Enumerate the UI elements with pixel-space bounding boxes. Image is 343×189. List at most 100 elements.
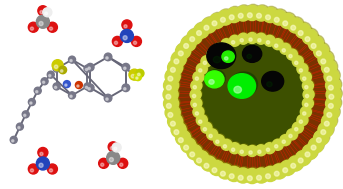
Circle shape	[274, 17, 279, 22]
Circle shape	[195, 112, 199, 115]
Circle shape	[323, 113, 338, 128]
Circle shape	[49, 169, 52, 172]
Circle shape	[181, 138, 196, 153]
Circle shape	[168, 60, 183, 75]
Circle shape	[136, 77, 138, 79]
Circle shape	[222, 139, 233, 149]
Circle shape	[123, 67, 126, 70]
Circle shape	[311, 145, 316, 150]
Circle shape	[163, 87, 178, 102]
Circle shape	[221, 139, 232, 150]
Circle shape	[193, 86, 197, 89]
Circle shape	[208, 48, 218, 59]
Circle shape	[273, 139, 284, 149]
Circle shape	[70, 60, 72, 62]
Ellipse shape	[262, 71, 284, 91]
Circle shape	[218, 10, 233, 25]
Circle shape	[208, 128, 218, 139]
Circle shape	[212, 168, 217, 173]
Circle shape	[193, 36, 311, 153]
Circle shape	[212, 21, 217, 26]
Circle shape	[59, 66, 67, 74]
Circle shape	[202, 17, 217, 32]
Circle shape	[273, 163, 288, 178]
Circle shape	[247, 32, 258, 43]
Circle shape	[193, 103, 197, 107]
Circle shape	[30, 169, 34, 172]
Circle shape	[232, 148, 235, 151]
Circle shape	[106, 98, 108, 100]
Circle shape	[195, 77, 199, 80]
Circle shape	[129, 69, 140, 80]
Circle shape	[305, 37, 310, 42]
Circle shape	[40, 11, 43, 14]
Circle shape	[303, 80, 314, 91]
Circle shape	[169, 113, 184, 128]
Circle shape	[210, 12, 225, 27]
Circle shape	[232, 41, 235, 44]
Circle shape	[289, 155, 304, 170]
Circle shape	[28, 164, 38, 174]
Circle shape	[86, 84, 94, 92]
Circle shape	[166, 103, 171, 108]
Circle shape	[65, 84, 67, 86]
Circle shape	[124, 25, 127, 28]
Circle shape	[300, 106, 311, 117]
Circle shape	[223, 145, 227, 148]
Circle shape	[164, 96, 179, 111]
Circle shape	[303, 97, 314, 108]
Circle shape	[88, 67, 90, 70]
Circle shape	[239, 144, 250, 155]
Circle shape	[237, 5, 252, 20]
Circle shape	[110, 147, 114, 150]
Ellipse shape	[223, 50, 235, 62]
Circle shape	[263, 8, 278, 22]
Circle shape	[53, 83, 60, 90]
Circle shape	[75, 81, 82, 89]
Circle shape	[164, 78, 179, 93]
Circle shape	[326, 87, 341, 102]
Circle shape	[197, 63, 208, 74]
Circle shape	[99, 158, 109, 168]
Circle shape	[194, 71, 205, 82]
Circle shape	[264, 165, 279, 180]
Circle shape	[69, 92, 75, 99]
Circle shape	[274, 171, 279, 176]
Circle shape	[166, 94, 171, 99]
Circle shape	[221, 39, 232, 50]
Circle shape	[303, 28, 318, 43]
Circle shape	[170, 67, 175, 72]
Circle shape	[112, 143, 121, 152]
Circle shape	[53, 65, 60, 72]
Circle shape	[296, 149, 311, 165]
Circle shape	[47, 71, 54, 78]
Circle shape	[202, 155, 217, 170]
Circle shape	[226, 8, 241, 22]
Circle shape	[16, 123, 23, 130]
Circle shape	[168, 10, 336, 179]
Ellipse shape	[225, 57, 228, 60]
Circle shape	[308, 138, 323, 153]
Circle shape	[238, 33, 249, 44]
Ellipse shape	[206, 70, 225, 87]
Circle shape	[104, 94, 112, 102]
Circle shape	[317, 138, 321, 143]
Circle shape	[319, 50, 334, 66]
Circle shape	[196, 115, 207, 126]
Circle shape	[52, 60, 63, 71]
Circle shape	[12, 140, 14, 142]
Circle shape	[302, 145, 317, 160]
Circle shape	[164, 86, 179, 101]
Circle shape	[165, 95, 180, 110]
Circle shape	[272, 39, 283, 50]
Circle shape	[327, 112, 332, 117]
Circle shape	[303, 98, 314, 109]
Circle shape	[295, 151, 310, 166]
Circle shape	[325, 68, 340, 83]
Circle shape	[304, 88, 315, 99]
Circle shape	[204, 163, 209, 168]
Circle shape	[255, 167, 270, 182]
Circle shape	[247, 33, 258, 43]
Circle shape	[229, 174, 234, 179]
Circle shape	[171, 122, 186, 137]
